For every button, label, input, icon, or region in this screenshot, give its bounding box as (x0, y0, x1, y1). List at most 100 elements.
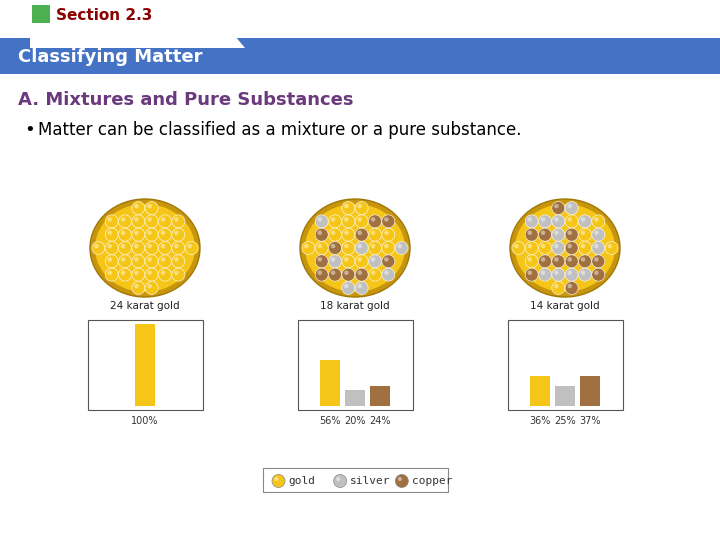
Circle shape (382, 255, 395, 268)
Text: copper: copper (412, 476, 452, 486)
Circle shape (565, 241, 578, 254)
Circle shape (119, 268, 132, 281)
Text: silver: silver (350, 476, 391, 486)
Circle shape (172, 228, 185, 241)
Circle shape (92, 241, 105, 254)
Circle shape (132, 228, 145, 241)
FancyBboxPatch shape (555, 386, 575, 406)
Circle shape (342, 201, 355, 214)
Text: Section 2.3: Section 2.3 (56, 8, 153, 23)
Ellipse shape (300, 199, 410, 297)
Circle shape (539, 255, 552, 268)
Text: Classifying Matter: Classifying Matter (18, 48, 202, 66)
Polygon shape (30, 0, 245, 48)
Circle shape (539, 228, 552, 241)
Circle shape (342, 281, 355, 294)
Circle shape (567, 257, 572, 262)
Circle shape (578, 268, 592, 281)
Circle shape (581, 231, 585, 235)
Circle shape (187, 244, 192, 248)
Circle shape (174, 231, 179, 235)
Circle shape (342, 228, 355, 241)
Circle shape (384, 257, 389, 262)
Circle shape (541, 244, 545, 248)
Circle shape (384, 231, 389, 235)
Circle shape (134, 284, 139, 288)
Circle shape (148, 217, 152, 222)
Circle shape (172, 255, 185, 268)
Circle shape (554, 217, 559, 222)
Circle shape (105, 215, 118, 228)
Circle shape (382, 268, 395, 281)
Circle shape (145, 241, 158, 254)
Text: 25%: 25% (554, 416, 576, 426)
FancyBboxPatch shape (320, 360, 340, 406)
Circle shape (554, 204, 559, 208)
Circle shape (148, 257, 152, 262)
Circle shape (357, 271, 362, 275)
Circle shape (121, 257, 125, 262)
Text: •: • (24, 121, 35, 139)
Circle shape (567, 231, 572, 235)
Circle shape (552, 255, 564, 268)
Circle shape (581, 271, 585, 275)
Circle shape (94, 244, 99, 248)
Circle shape (578, 215, 592, 228)
Circle shape (174, 271, 179, 275)
Circle shape (355, 215, 368, 228)
Ellipse shape (515, 204, 615, 292)
Circle shape (328, 228, 341, 241)
Circle shape (107, 217, 112, 222)
Circle shape (119, 241, 132, 254)
Circle shape (567, 271, 572, 275)
Circle shape (121, 244, 125, 248)
Circle shape (145, 281, 158, 294)
FancyBboxPatch shape (297, 320, 413, 410)
Circle shape (272, 475, 285, 488)
Circle shape (161, 217, 166, 222)
FancyBboxPatch shape (30, 0, 225, 38)
Circle shape (318, 257, 322, 262)
Circle shape (333, 475, 346, 488)
Text: 37%: 37% (580, 416, 600, 426)
Circle shape (525, 215, 538, 228)
Circle shape (528, 257, 532, 262)
Circle shape (594, 231, 598, 235)
Circle shape (382, 241, 395, 254)
FancyBboxPatch shape (88, 320, 202, 410)
Circle shape (355, 281, 368, 294)
Circle shape (525, 241, 538, 254)
Text: 100%: 100% (131, 416, 158, 426)
Circle shape (330, 271, 336, 275)
Circle shape (567, 217, 572, 222)
Circle shape (342, 241, 355, 254)
FancyBboxPatch shape (580, 376, 600, 406)
Circle shape (371, 271, 375, 275)
Circle shape (371, 231, 375, 235)
Circle shape (578, 255, 592, 268)
Circle shape (581, 217, 585, 222)
Circle shape (371, 217, 375, 222)
Circle shape (552, 241, 564, 254)
Circle shape (121, 217, 125, 222)
Circle shape (145, 201, 158, 214)
Circle shape (552, 281, 564, 294)
Circle shape (528, 271, 532, 275)
Circle shape (330, 231, 336, 235)
Circle shape (384, 244, 389, 248)
Circle shape (161, 257, 166, 262)
Circle shape (148, 244, 152, 248)
Circle shape (315, 215, 328, 228)
Circle shape (145, 228, 158, 241)
Circle shape (355, 228, 368, 241)
Circle shape (107, 271, 112, 275)
Circle shape (541, 231, 545, 235)
Circle shape (565, 228, 578, 241)
FancyBboxPatch shape (530, 376, 550, 406)
Circle shape (145, 255, 158, 268)
Circle shape (355, 201, 368, 214)
Circle shape (578, 241, 592, 254)
Ellipse shape (90, 199, 200, 297)
Circle shape (539, 215, 552, 228)
Circle shape (594, 217, 598, 222)
